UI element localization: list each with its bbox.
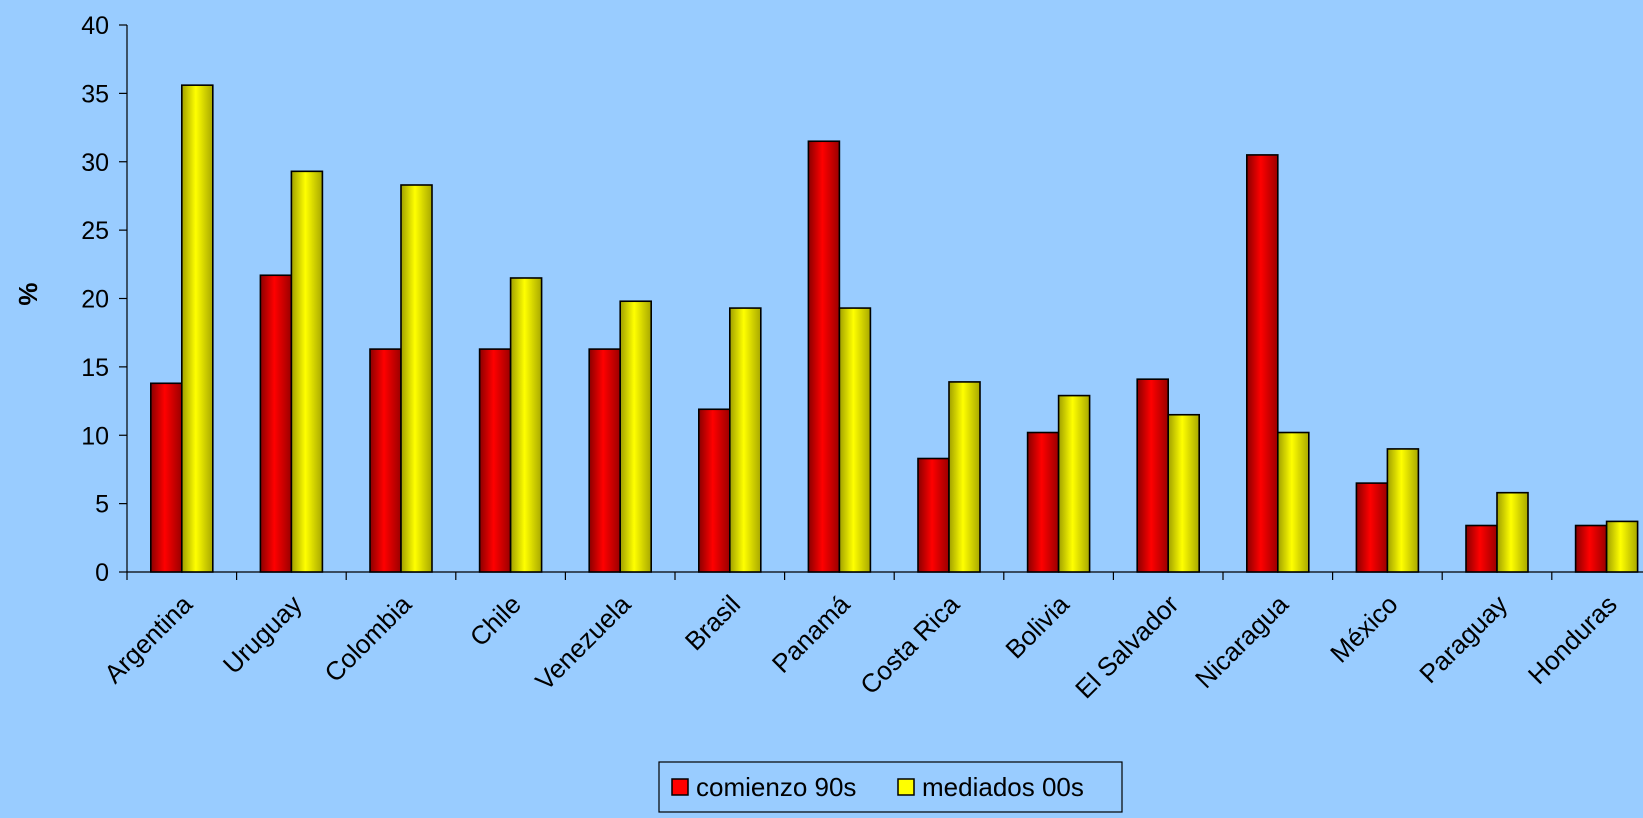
x-tick-label: Paraguay xyxy=(1413,589,1513,689)
y-tick-label: 0 xyxy=(95,559,109,587)
bar-mediados-00s xyxy=(290,170,324,573)
bar-comienzo-90s xyxy=(1465,524,1498,573)
y-axis: 0 5 10 15 20 25 30 35 40 xyxy=(81,12,128,587)
x-tick-label: Honduras xyxy=(1522,589,1623,690)
bar-comienzo-90s xyxy=(1355,482,1389,573)
x-tick-label: Uruguay xyxy=(217,589,308,680)
bar-comienzo-90s xyxy=(917,457,950,573)
bar-comienzo-90s xyxy=(259,274,293,573)
x-tick-label: Colombia xyxy=(318,589,417,688)
bar-mediados-00s xyxy=(1277,431,1310,573)
legend-swatch xyxy=(671,778,689,796)
bar-mediados-00s xyxy=(1605,520,1639,573)
x-tick-label: Panamá xyxy=(766,589,856,679)
x-tick-label: México xyxy=(1324,589,1403,668)
bar-mediados-00s xyxy=(1167,413,1200,573)
y-tick-label: 10 xyxy=(81,422,109,450)
x-tick-label: Costa Rica xyxy=(854,589,966,701)
bar-comienzo-90s xyxy=(1026,431,1060,573)
x-tick-label: Argentina xyxy=(98,589,198,689)
bar-comienzo-90s xyxy=(1246,154,1279,573)
bar-comienzo-90s xyxy=(697,408,731,573)
x-tick-label: Bolivia xyxy=(999,589,1075,665)
bar-mediados-00s xyxy=(948,381,981,573)
bar-comienzo-90s xyxy=(588,348,622,573)
y-tick-label: 40 xyxy=(81,12,109,40)
x-tick-label: Chile xyxy=(464,589,527,652)
legend-label: comienzo 90s xyxy=(696,772,856,802)
legend: comienzo 90s mediados 00s xyxy=(658,761,1123,813)
bars xyxy=(150,84,1639,573)
y-axis-label: % xyxy=(13,282,43,305)
x-tick-label: Nicaragua xyxy=(1189,589,1294,694)
bar-comienzo-90s xyxy=(478,348,512,573)
x-tick-label: Brasil xyxy=(679,589,746,656)
x-tick-label: El Salvador xyxy=(1069,589,1184,704)
legend-label: mediados 00s xyxy=(922,772,1084,802)
bar-comienzo-90s xyxy=(150,382,183,573)
bar-comienzo-90s xyxy=(807,140,841,573)
legend-swatch xyxy=(897,778,915,796)
bar-mediados-00s xyxy=(619,300,653,573)
bar-mediados-00s xyxy=(181,84,214,573)
bar-comienzo-90s xyxy=(369,348,402,573)
x-axis: Argentina Uruguay Colombia Chile Venezuela Br… xyxy=(98,571,1643,704)
y-tick-label: 25 xyxy=(81,217,109,245)
y-tick-label: 30 xyxy=(81,149,109,177)
bar-mediados-00s xyxy=(728,307,762,573)
bar-mediados-00s xyxy=(400,184,433,573)
bar-comienzo-90s xyxy=(1136,378,1169,573)
bar-mediados-00s xyxy=(1386,448,1420,573)
bar-mediados-00s xyxy=(1057,394,1091,573)
legend-box xyxy=(658,761,1123,813)
bar-mediados-00s xyxy=(1496,491,1529,573)
x-tick-label: Venezuela xyxy=(529,589,636,696)
bar-mediados-00s xyxy=(838,307,872,573)
y-tick-label: 35 xyxy=(81,80,109,108)
bar-mediados-00s xyxy=(509,277,543,573)
y-tick-label: 20 xyxy=(81,286,109,314)
y-tick-label: 15 xyxy=(81,354,109,382)
y-tick-label: 5 xyxy=(95,491,109,519)
bar-comienzo-90s xyxy=(1574,524,1608,573)
